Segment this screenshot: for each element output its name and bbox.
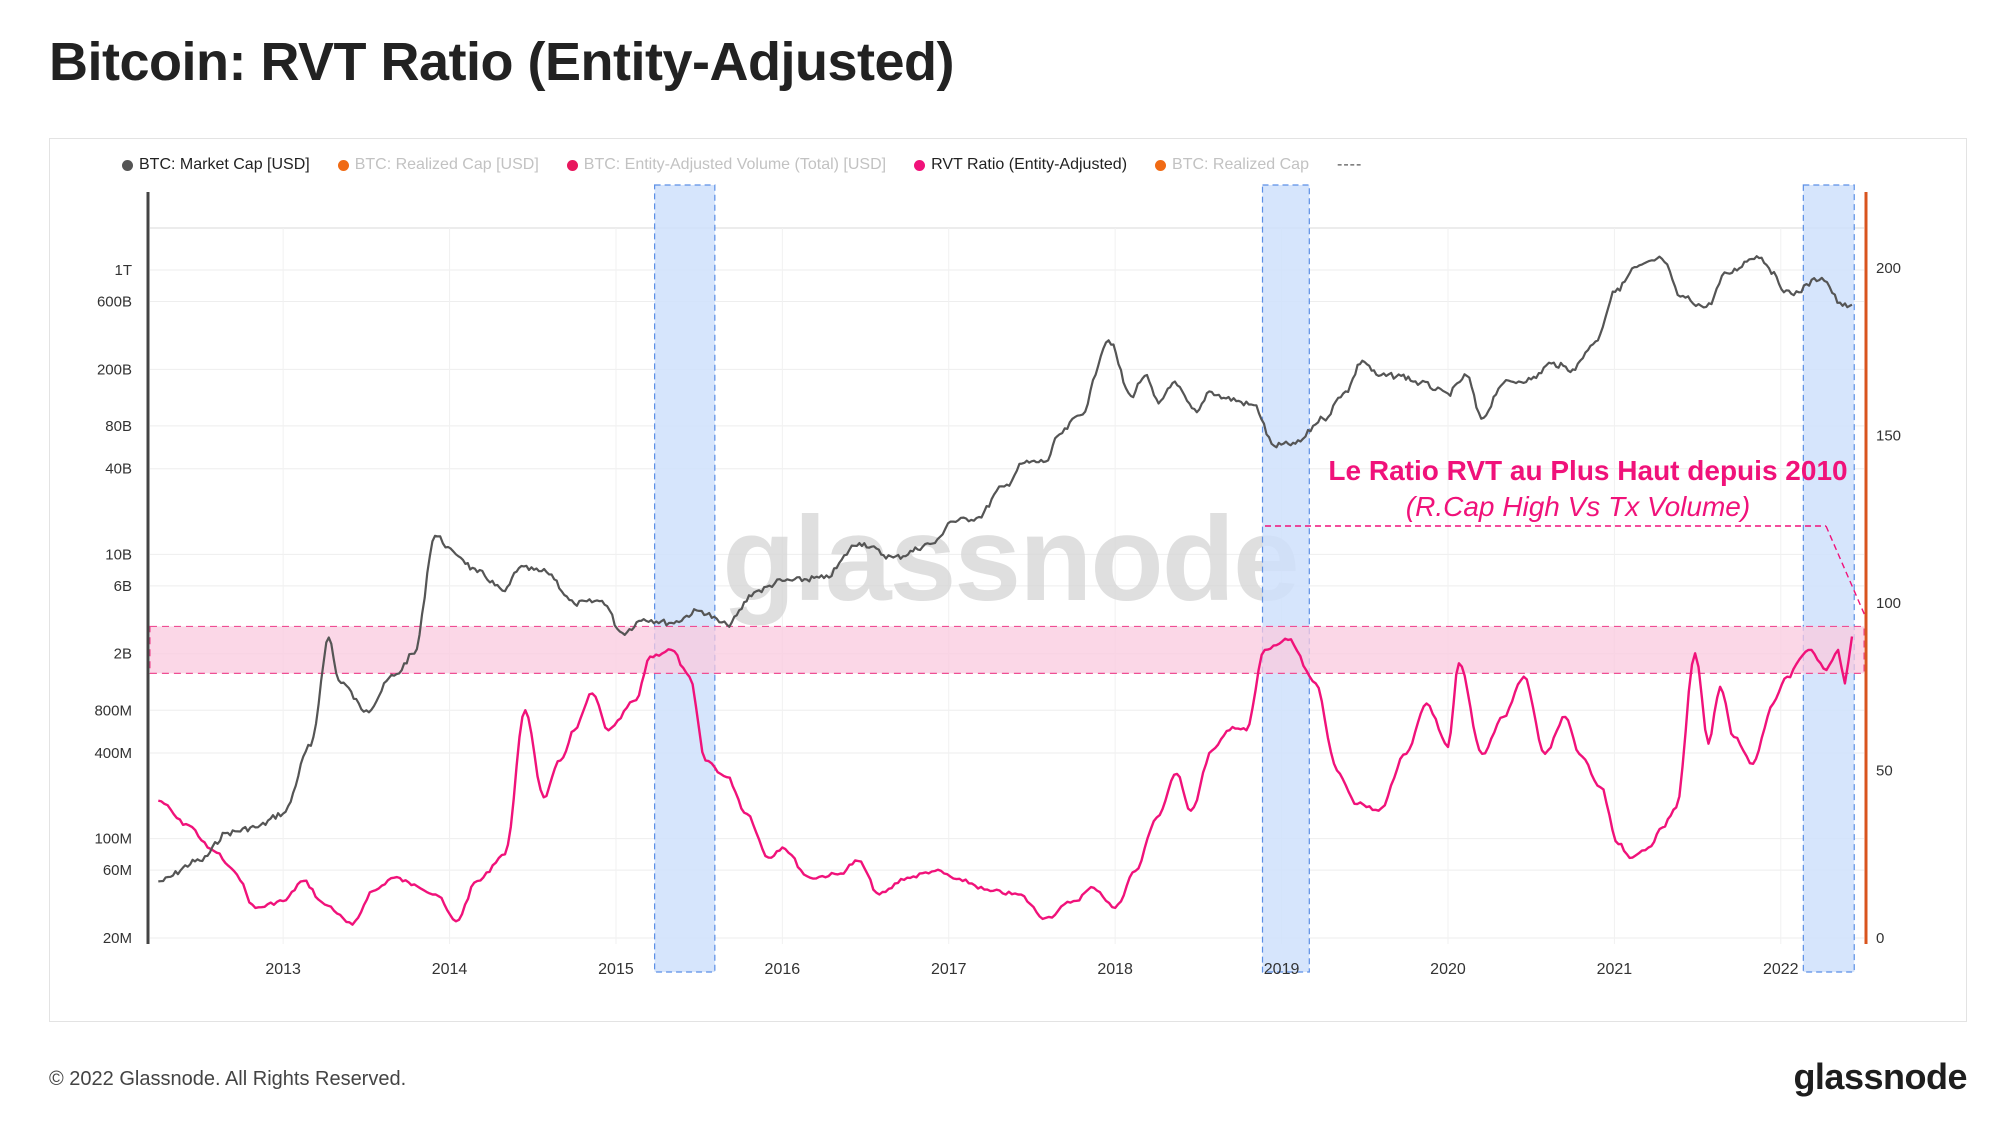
x-tick-label: 2021	[1597, 961, 1633, 978]
shaded-period-3	[1802, 184, 1855, 973]
annotation-subtitle: (R.Cap High Vs Tx Volume)	[1406, 491, 1750, 522]
y-left-tick-label: 400M	[94, 745, 132, 762]
y-left-tick-label: 80B	[105, 418, 132, 435]
y-left-tick-label: 2B	[114, 646, 132, 663]
legend-label-entity-volume: BTC: Entity-Adjusted Volume (Total) [USD…	[583, 156, 887, 173]
legend-label-realized-cap-usd: BTC: Realized Cap [USD]	[354, 156, 539, 173]
legend-item-realized-cap[interactable]: BTC: Realized Cap	[1155, 156, 1309, 174]
legend-item-realized-cap-usd[interactable]: BTC: Realized Cap [USD]	[337, 156, 539, 174]
series-line-rvt-ratio	[158, 636, 1854, 926]
legend-label-realized-cap: BTC: Realized Cap	[1172, 156, 1309, 173]
y-left-tick-label: 60M	[103, 862, 132, 879]
chart-legend: BTC: Market Cap [USD] BTC: Realized Cap …	[122, 154, 1390, 176]
y-right-tick-label: 200	[1876, 260, 1901, 277]
y-left-tick-label: 100M	[94, 831, 132, 848]
x-tick-label: 2015	[598, 961, 634, 978]
annotation-connector-diagonal	[1825, 525, 1867, 619]
y-left-tick-label: 10B	[105, 546, 132, 563]
y-right-tick-label: 150	[1876, 428, 1901, 445]
y-left-tick-label: 6B	[114, 578, 132, 595]
annotation-title: Le Ratio RVT au Plus Haut depuis 2010	[1328, 455, 1847, 486]
series-line-market-cap	[158, 255, 1853, 883]
chart-frame	[49, 138, 1967, 1022]
rvt-highlight-band	[149, 625, 1865, 674]
x-tick-label: 2018	[1097, 961, 1133, 978]
y-left-tick-label: 40B	[105, 461, 132, 478]
x-tick-label: 2022	[1763, 961, 1799, 978]
y-left-tick-label: 200B	[97, 361, 132, 378]
legend-item-rvt-ratio[interactable]: RVT Ratio (Entity-Adjusted)	[914, 156, 1127, 174]
y-left-tick-label: 600B	[97, 294, 132, 311]
legend-item-entity-volume[interactable]: BTC: Entity-Adjusted Volume (Total) [USD…	[566, 156, 887, 174]
x-tick-label: 2013	[265, 961, 301, 978]
legend-dot-realized-cap	[1155, 159, 1167, 171]
legend-dot-realized-cap-usd	[337, 159, 349, 171]
x-tick-label: 2019	[1264, 961, 1300, 978]
y-left-tick-label: 20M	[103, 930, 132, 947]
footer-copyright: © 2022 Glassnode. All Rights Reserved.	[49, 1068, 407, 1090]
legend-label-market-cap: BTC: Market Cap [USD]	[139, 156, 310, 173]
legend-extra-dashes: ----	[1336, 156, 1363, 173]
legend-dot-entity-volume	[566, 159, 578, 171]
legend-dot-rvt-ratio	[914, 159, 926, 171]
y-right-tick-label: 0	[1876, 930, 1884, 947]
y-left-tick-label: 1T	[114, 262, 132, 279]
legend-item-extra: ----	[1337, 156, 1362, 174]
x-tick-label: 2016	[765, 961, 801, 978]
shaded-period-1	[654, 184, 716, 973]
y-left-tick-label: 800M	[94, 702, 132, 719]
x-tick-label: 2014	[432, 961, 468, 978]
watermark-text: glassnode	[722, 492, 1298, 626]
y-right-tick-label: 100	[1876, 595, 1901, 612]
legend-item-market-cap[interactable]: BTC: Market Cap [USD]	[122, 156, 310, 174]
footer-logo: glassnode	[1793, 1056, 1967, 1097]
chart-plot: glassnode 20M 60M 100M 400M 800M 2B 6B 10B 40B 80B…	[94, 184, 1901, 978]
page-title: Bitcoin: RVT Ratio (Entity-Adjusted)	[49, 32, 954, 92]
legend-label-rvt-ratio: RVT Ratio (Entity-Adjusted)	[931, 156, 1128, 173]
y-right-tick-label: 50	[1876, 763, 1893, 780]
x-tick-label: 2020	[1430, 961, 1466, 978]
legend-dot-market-cap	[122, 159, 133, 171]
shaded-period-2	[1261, 184, 1310, 973]
x-tick-label: 2017	[931, 961, 967, 978]
